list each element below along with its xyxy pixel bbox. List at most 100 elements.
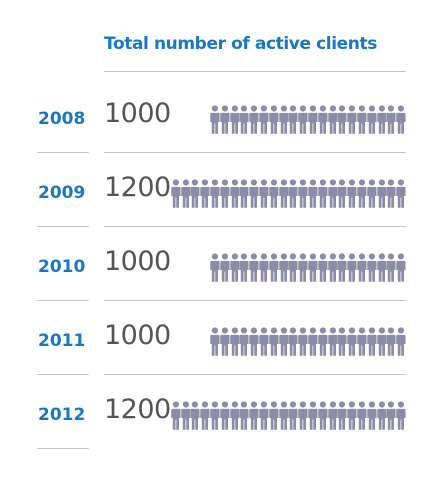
person-icon bbox=[357, 401, 367, 430]
person-icon bbox=[318, 179, 328, 208]
person-icon bbox=[327, 105, 338, 134]
person-icon bbox=[357, 253, 367, 282]
divider bbox=[104, 71, 406, 72]
person-icon bbox=[298, 401, 308, 430]
person-icon bbox=[269, 327, 279, 356]
person-icon bbox=[239, 179, 249, 208]
person-icon bbox=[288, 179, 298, 208]
person-icon bbox=[249, 401, 259, 430]
person-icon bbox=[347, 179, 357, 208]
person-icon bbox=[386, 179, 396, 208]
data-row: 2011 1000 bbox=[0, 310, 440, 370]
data-row: 2008 1000 bbox=[0, 88, 440, 148]
data-row: 2009 1200 bbox=[0, 162, 440, 222]
person-icon bbox=[278, 401, 289, 430]
person-icon bbox=[376, 401, 387, 430]
person-icon bbox=[298, 105, 308, 134]
person-icon bbox=[200, 179, 210, 208]
person-icon bbox=[259, 253, 269, 282]
person-icon bbox=[171, 179, 181, 208]
divider bbox=[104, 152, 406, 153]
person-icon bbox=[220, 253, 230, 282]
data-row: 2012 1200 bbox=[0, 384, 440, 444]
person-icon bbox=[367, 401, 377, 430]
value-label: 1200 bbox=[104, 172, 171, 203]
person-icon bbox=[171, 401, 181, 430]
person-icon bbox=[239, 401, 249, 430]
person-icon bbox=[376, 105, 387, 134]
person-icon bbox=[269, 253, 279, 282]
person-icon bbox=[318, 253, 328, 282]
person-icon bbox=[249, 327, 259, 356]
year-label: 2009 bbox=[38, 183, 86, 203]
person-icon bbox=[357, 179, 367, 208]
person-icon bbox=[278, 327, 289, 356]
person-icon bbox=[337, 327, 347, 356]
person-icon bbox=[298, 179, 308, 208]
year-label: 2012 bbox=[38, 405, 86, 425]
person-icon bbox=[180, 401, 191, 430]
divider bbox=[104, 300, 406, 301]
person-icon bbox=[357, 327, 367, 356]
person-icon bbox=[229, 179, 240, 208]
person-icon bbox=[210, 327, 220, 356]
year-label: 2010 bbox=[38, 257, 86, 277]
person-icon bbox=[318, 105, 328, 134]
value-label: 1000 bbox=[104, 246, 171, 277]
person-icon bbox=[249, 105, 259, 134]
divider bbox=[104, 226, 406, 227]
person-icon bbox=[327, 327, 338, 356]
person-icon bbox=[190, 401, 201, 430]
person-icon bbox=[220, 179, 230, 208]
person-icon bbox=[396, 105, 406, 134]
divider bbox=[104, 374, 406, 375]
year-label: 2011 bbox=[38, 331, 86, 351]
person-icon bbox=[229, 105, 240, 134]
person-icon bbox=[259, 179, 269, 208]
person-icon bbox=[337, 105, 347, 134]
person-icon bbox=[220, 327, 230, 356]
divider bbox=[37, 374, 89, 375]
person-icon bbox=[180, 179, 191, 208]
value-label: 1200 bbox=[104, 394, 171, 425]
person-icon bbox=[327, 401, 338, 430]
person-icon bbox=[278, 179, 289, 208]
divider bbox=[37, 152, 89, 153]
person-icon bbox=[200, 401, 210, 430]
person-icon bbox=[259, 327, 269, 356]
person-icon bbox=[269, 105, 279, 134]
person-icon bbox=[327, 253, 338, 282]
person-icon bbox=[298, 327, 308, 356]
person-icon bbox=[337, 179, 347, 208]
people-bar bbox=[171, 179, 406, 208]
divider bbox=[37, 226, 89, 227]
person-icon bbox=[220, 401, 230, 430]
person-icon bbox=[357, 105, 367, 134]
person-icon bbox=[347, 327, 357, 356]
person-icon bbox=[288, 327, 298, 356]
person-icon bbox=[367, 179, 377, 208]
person-icon bbox=[239, 327, 249, 356]
person-icon bbox=[308, 401, 318, 430]
person-icon bbox=[367, 105, 377, 134]
data-row: 2010 1000 bbox=[0, 236, 440, 296]
divider bbox=[37, 448, 89, 449]
person-icon bbox=[347, 105, 357, 134]
person-icon bbox=[220, 105, 230, 134]
person-icon bbox=[269, 179, 279, 208]
person-icon bbox=[337, 253, 347, 282]
divider bbox=[37, 300, 89, 301]
person-icon bbox=[229, 327, 240, 356]
person-icon bbox=[396, 253, 406, 282]
person-icon bbox=[327, 179, 338, 208]
person-icon bbox=[249, 179, 259, 208]
person-icon bbox=[386, 327, 396, 356]
person-icon bbox=[229, 253, 240, 282]
person-icon bbox=[367, 327, 377, 356]
people-bar bbox=[210, 253, 406, 282]
person-icon bbox=[308, 253, 318, 282]
people-bar bbox=[171, 401, 406, 430]
person-icon bbox=[396, 327, 406, 356]
person-icon bbox=[210, 179, 220, 208]
